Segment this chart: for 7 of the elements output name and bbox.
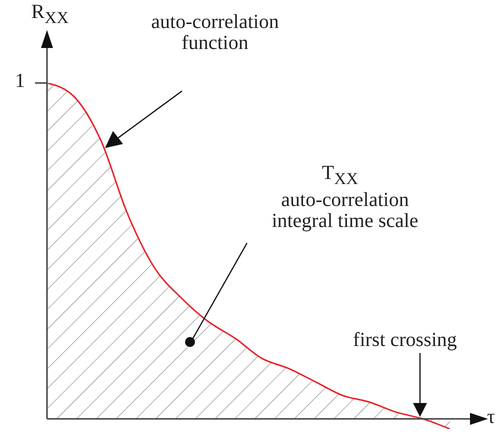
annotation: auto-correlation integral time scale bbox=[270, 189, 420, 232]
text: 1 bbox=[14, 70, 26, 92]
annotation: first crossing bbox=[352, 329, 458, 351]
y-axis-title: R$_{XX}$ bbox=[30, 1, 70, 28]
x-axis-title: τ bbox=[486, 406, 496, 428]
annotation: T$_{XX}$ bbox=[320, 162, 360, 189]
text: auto-correlation function bbox=[150, 11, 280, 54]
